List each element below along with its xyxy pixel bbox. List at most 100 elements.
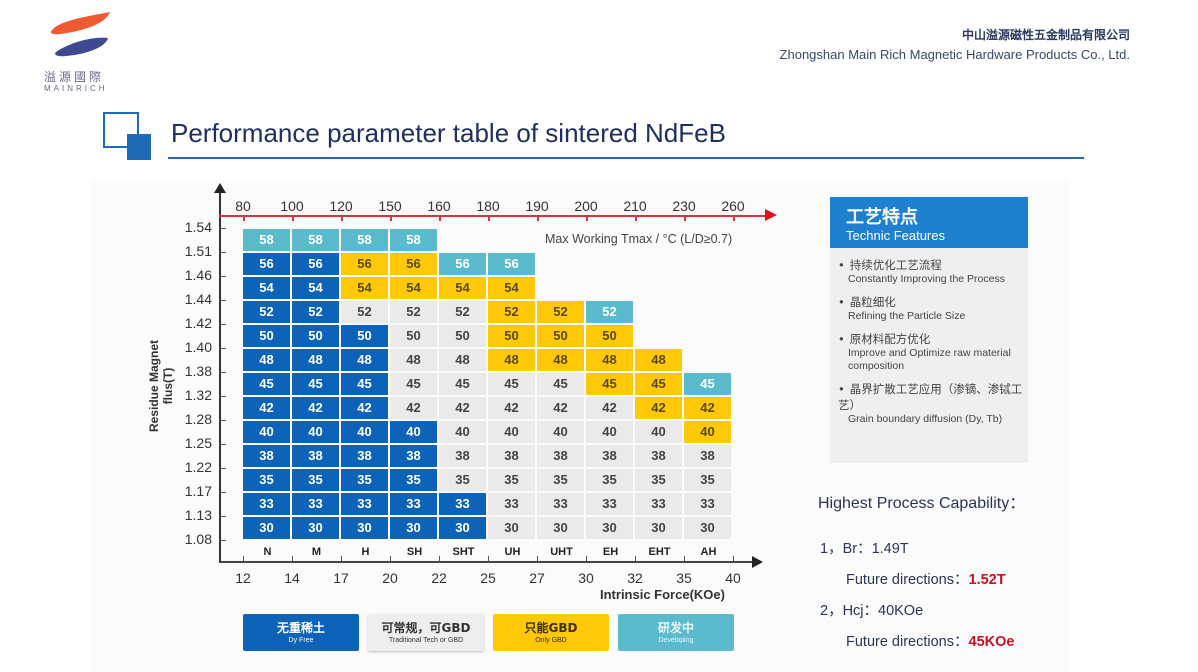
- grade-cell-eht-35: 35: [635, 469, 682, 491]
- feature-item: 持续优化工艺流程 Constantly Improving the Proces…: [838, 257, 1024, 286]
- grade-cell-sh-45: 45: [390, 373, 437, 395]
- temperature-tick-label: 120: [329, 198, 353, 214]
- title-square-icon: [103, 112, 151, 160]
- y-tick: [219, 252, 226, 253]
- grade-label: UHT: [550, 546, 573, 558]
- grade-cell-m-33: 33: [292, 493, 339, 515]
- grade-cell-sht-56: 56: [439, 253, 486, 275]
- grade-cell-eht-38: 38: [635, 445, 682, 467]
- feature-item: 晶粒细化 Refining the Particle Size: [838, 294, 1024, 323]
- grade-cell-m-48: 48: [292, 349, 339, 371]
- x-tick: [488, 556, 489, 562]
- y-tick-label: 1.22: [184, 459, 212, 475]
- grade-cell-sht-50: 50: [439, 325, 486, 347]
- grade-cell-n-58: 58: [243, 229, 290, 251]
- grade-cell-eh-35: 35: [586, 469, 633, 491]
- technic-features-list: 持续优化工艺流程 Constantly Improving the Proces…: [838, 257, 1024, 434]
- grade-cell-uh-50: 50: [488, 325, 535, 347]
- grade-cell-h-30: 30: [341, 517, 388, 539]
- grade-cell-h-45: 45: [341, 373, 388, 395]
- y-axis-arrow-icon: [214, 183, 226, 193]
- grade-cell-m-40: 40: [292, 421, 339, 443]
- grade-cell-m-38: 38: [292, 445, 339, 467]
- grade-cell-uht-38: 38: [537, 445, 584, 467]
- grade-cell-n-52: 52: [243, 301, 290, 323]
- grade-label: AH: [700, 546, 717, 558]
- x-tick-label: 17: [333, 570, 349, 586]
- logo-en-text: MAINRICH: [44, 84, 108, 93]
- grade-cell-uh-45: 45: [488, 373, 535, 395]
- grade-cell-h-58: 58: [341, 229, 388, 251]
- grade-cell-sh-33: 33: [390, 493, 437, 515]
- feature-item: 原材料配方优化 Improve and Optimize raw materia…: [838, 331, 1024, 373]
- grade-cell-eh-40: 40: [586, 421, 633, 443]
- temperature-tick: [390, 215, 392, 221]
- x-tick: [586, 556, 587, 562]
- grade-cell-h-52: 52: [341, 301, 388, 323]
- grade-cell-uh-30: 30: [488, 517, 535, 539]
- y-tick-label: 1.42: [184, 315, 212, 331]
- y-tick: [219, 228, 226, 229]
- grade-cell-ah-38: 38: [684, 445, 731, 467]
- capability-hcj: 2，Hcj：40KOe: [820, 603, 924, 619]
- grade-label: M: [311, 546, 322, 558]
- grade-cell-uht-52: 52: [537, 301, 584, 323]
- grade-cell-eh-52: 52: [586, 301, 633, 323]
- capability-br: 1，Br：1.49T: [820, 541, 909, 557]
- y-tick-label: 1.13: [184, 507, 212, 523]
- y-tick: [219, 492, 226, 493]
- grade-cell-eht-48: 48: [635, 349, 682, 371]
- y-tick: [219, 348, 226, 349]
- y-tick-label: 1.46: [184, 267, 212, 283]
- hcj-future-value: 45KOe: [968, 634, 1015, 650]
- grade-cell-sh-52: 52: [390, 301, 437, 323]
- grade-cell-uh-33: 33: [488, 493, 535, 515]
- y-tick: [219, 300, 226, 301]
- grade-cell-ah-35: 35: [684, 469, 731, 491]
- x-tick-label: 14: [284, 570, 300, 586]
- grade-label: UH: [504, 546, 521, 558]
- grade-cell-uht-45: 45: [537, 373, 584, 395]
- x-axis-title: Intrinsic Force(KOe): [600, 587, 725, 602]
- grade-label: EH: [602, 546, 619, 558]
- grade-cell-eht-33: 33: [635, 493, 682, 515]
- grade-cell-uh-52: 52: [488, 301, 535, 323]
- y-tick-label: 1.44: [184, 291, 212, 307]
- y-tick-label: 1.17: [184, 483, 212, 499]
- grade-cell-sht-42: 42: [439, 397, 486, 419]
- y-tick: [219, 468, 226, 469]
- x-tick-label: 27: [529, 570, 545, 586]
- br-future-value: 1.52T: [968, 572, 1006, 588]
- x-tick-label: 32: [627, 570, 643, 586]
- grade-label: EHT: [648, 546, 671, 558]
- capability-title: Highest Process Capability：: [818, 495, 1026, 512]
- temperature-tick-label: 80: [235, 198, 251, 214]
- grade-cell-eh-50: 50: [586, 325, 633, 347]
- grade-cell-sht-45: 45: [439, 373, 486, 395]
- grade-cell-n-45: 45: [243, 373, 290, 395]
- grade-cell-h-50: 50: [341, 325, 388, 347]
- grade-cell-eh-42: 42: [586, 397, 633, 419]
- grade-cell-h-54: 54: [341, 277, 388, 299]
- grade-cell-sht-35: 35: [439, 469, 486, 491]
- grade-cell-n-56: 56: [243, 253, 290, 275]
- grade-cell-uht-50: 50: [537, 325, 584, 347]
- grade-cell-uht-40: 40: [537, 421, 584, 443]
- grade-cell-uh-56: 56: [488, 253, 535, 275]
- y-tick-label: 1.25: [184, 435, 212, 451]
- x-tick: [733, 556, 734, 562]
- grade-cell-n-40: 40: [243, 421, 290, 443]
- technic-features-title-en: Technic Features: [846, 228, 945, 243]
- grade-cell-h-38: 38: [341, 445, 388, 467]
- x-tick-label: 30: [578, 570, 594, 586]
- grade-cell-h-40: 40: [341, 421, 388, 443]
- temperature-tick-label: 160: [427, 198, 451, 214]
- grade-cell-eh-48: 48: [586, 349, 633, 371]
- technic-features-title-cn: 工艺特点: [846, 207, 918, 228]
- grade-cell-uh-54: 54: [488, 277, 535, 299]
- y-tick: [219, 396, 226, 397]
- grade-cell-sht-54: 54: [439, 277, 486, 299]
- temperature-tick: [488, 215, 490, 221]
- y-tick-label: 1.28: [184, 411, 212, 427]
